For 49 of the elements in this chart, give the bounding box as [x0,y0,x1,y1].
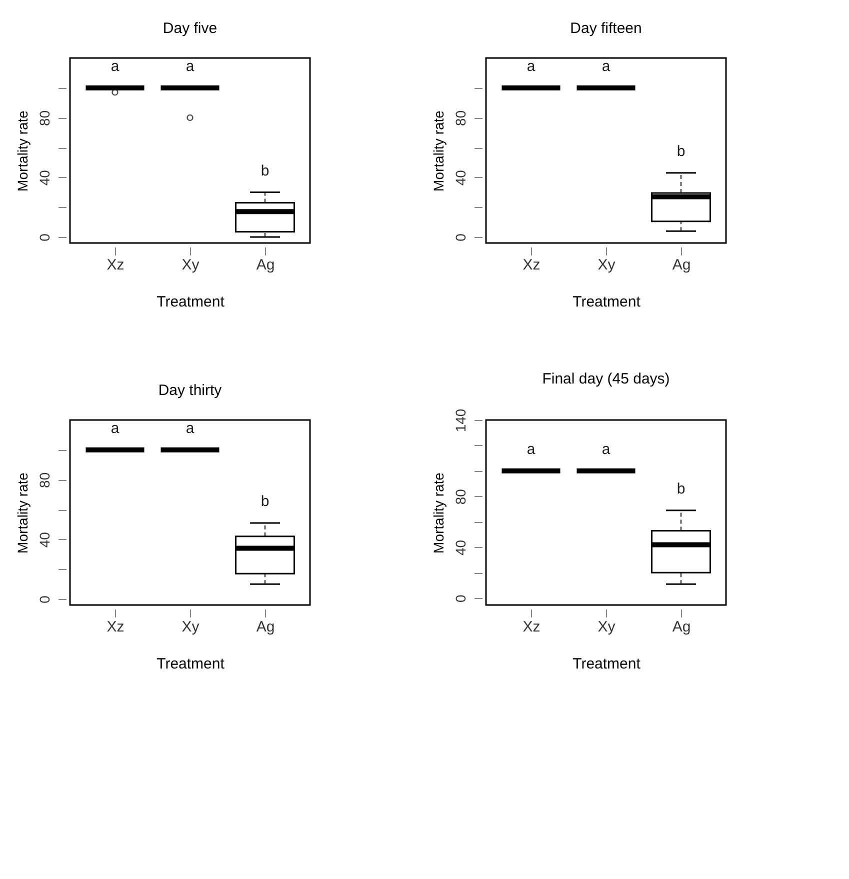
y-tick-label: 0 [36,233,52,242]
y-tick-label: 40 [452,540,468,556]
y-axis-title: Mortality rate [430,472,446,554]
y-tick-label: 80 [452,488,468,505]
annotation: a [526,440,536,458]
x-tick-label: Ag [256,618,275,636]
y-tick-label: 40 [36,170,52,186]
y-tick-label: 0 [452,594,468,603]
y-tick-label: 0 [452,233,468,242]
x-axis-title: Treatment [156,656,226,672]
x-tick-label: Ag [256,256,275,274]
y-tick-label: 80 [36,472,52,488]
x-tick-label: Ag [672,256,691,274]
x-tick-label: Xz [522,618,540,636]
y-axis-title: Mortality rate [14,110,30,192]
chart-title: Day five [162,20,218,37]
annotation: a [602,58,611,75]
x-axis-title: Treatment [572,294,642,310]
y-axis-title: Mortality rate [430,110,446,192]
chart-title: Day fifteen [570,20,642,37]
annotation: b [260,492,270,510]
x-tick-label: Xy [598,256,616,274]
y-tick-label: 40 [36,532,52,548]
chart-title: Day thirty [158,382,222,399]
annotation: a [110,420,120,437]
annotation: b [260,162,270,180]
y-tick-label: 140 [452,408,468,432]
x-tick-label: Ag [672,618,691,636]
chart-title: Final day (45 days) [542,370,670,388]
y-tick-label: 80 [36,110,52,126]
x-tick-label: Xy [182,256,200,274]
y-tick-label: 80 [452,110,468,126]
x-tick-label: Xy [182,618,200,636]
y-tick-label: 0 [36,595,52,604]
x-tick-label: Xy [598,618,616,636]
annotation: a [602,440,611,458]
annotation: a [526,58,536,75]
annotation: a [186,420,195,437]
annotation: a [186,58,195,75]
annotation: a [110,58,120,75]
x-axis-title: Treatment [572,656,642,672]
x-axis-title: Treatment [156,294,226,310]
x-tick-label: Xz [106,618,124,636]
y-axis-title: Mortality rate [14,472,30,554]
annotation: b [676,142,686,160]
annotation: b [676,480,686,498]
x-tick-label: Xz [106,256,124,274]
x-tick-label: Xz [522,256,540,274]
y-tick-label: 40 [452,170,468,186]
